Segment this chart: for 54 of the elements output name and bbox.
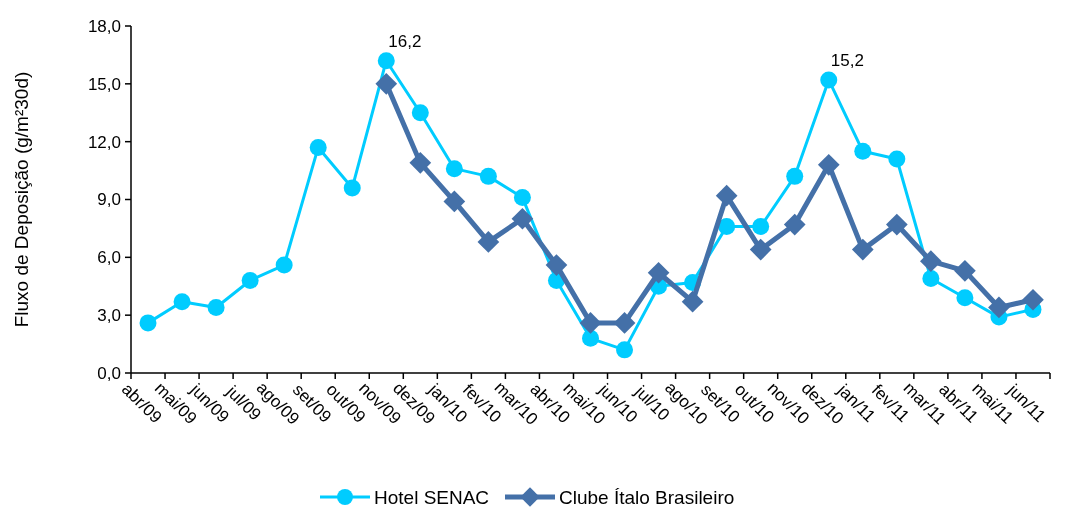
point (851, 238, 874, 261)
legend-label: Hotel SENAC (374, 486, 490, 508)
point (647, 261, 670, 284)
y-axis-title: Fluxo de Deposição (g/m²30d) (11, 71, 32, 328)
point (715, 184, 738, 207)
point (956, 289, 974, 307)
point (411, 104, 429, 122)
y-tick-label: 9,0 (97, 190, 121, 210)
point (479, 167, 497, 185)
annotation: 16,2 (388, 31, 422, 51)
point (343, 179, 361, 197)
point (511, 207, 534, 230)
point (375, 72, 398, 95)
point (309, 138, 327, 156)
point (377, 52, 395, 70)
point (477, 231, 500, 253)
point (613, 312, 636, 334)
annotation: 15,2 (830, 50, 864, 70)
point (922, 270, 940, 288)
y-tick-label: 18,0 (87, 16, 121, 36)
point (275, 256, 293, 274)
point (954, 259, 976, 282)
point (854, 142, 872, 160)
point (817, 153, 840, 176)
point (820, 71, 838, 89)
point (786, 167, 804, 185)
point (139, 314, 157, 332)
point (885, 213, 908, 236)
legend-label: Clube Ítalo Brasileiro (559, 486, 735, 508)
point (888, 150, 906, 168)
point (445, 160, 463, 178)
point (582, 329, 599, 347)
point (443, 190, 466, 213)
point (783, 213, 806, 236)
point (681, 290, 704, 313)
point (1022, 288, 1044, 311)
point (988, 296, 1010, 319)
point (545, 254, 568, 276)
point (752, 217, 770, 235)
y-tick-label: 6,0 (97, 248, 121, 268)
point (749, 238, 772, 261)
y-tick-label: 15,0 (87, 74, 121, 94)
point (241, 271, 259, 289)
y-tick-label: 12,0 (87, 132, 121, 152)
point (173, 293, 191, 311)
point (616, 341, 634, 359)
point (920, 250, 942, 273)
y-tick-label: 3,0 (97, 306, 121, 326)
point (579, 312, 602, 334)
point (513, 189, 531, 207)
y-tick-label: 0,0 (97, 363, 121, 383)
point (207, 298, 225, 316)
point (409, 152, 432, 174)
point (718, 217, 736, 235)
